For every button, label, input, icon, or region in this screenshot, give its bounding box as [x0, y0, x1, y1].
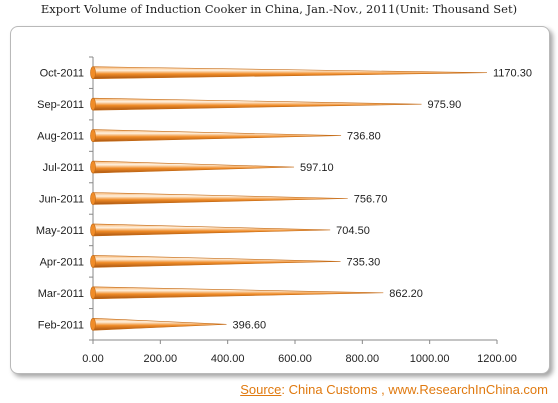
bar-base: [90, 286, 96, 300]
bars: [90, 66, 488, 331]
bar-base: [90, 129, 96, 142]
chart-title: Export Volume of Induction Cooker in Chi…: [40, 2, 518, 16]
data-label: 597.10: [300, 162, 334, 174]
bar-base: [90, 255, 96, 268]
bar: [92, 223, 331, 237]
source-text: : China Customs , www.ResearchInChina.co…: [281, 382, 548, 397]
bar: [92, 192, 348, 205]
bar: [92, 286, 384, 300]
x-tick-label: 800.00: [346, 353, 380, 365]
bar-base: [90, 223, 96, 237]
data-labels: 396.60 862.20 735.30 704.50 756.70 597.10 736.…: [233, 68, 532, 332]
x-tick-label: 200.00: [144, 353, 178, 365]
source-label: Source: [240, 382, 282, 397]
y-tick-label: Apr-2011: [40, 256, 84, 268]
y-tick-label: Oct-2011: [40, 68, 84, 80]
source-note: Source: China Customs , www.ResearchInCh…: [240, 382, 548, 397]
y-tick-label: May-2011: [36, 225, 84, 237]
data-label: 1170.30: [493, 68, 532, 80]
data-label: 862.20: [389, 288, 423, 300]
x-tick-label: 1000.00: [410, 353, 450, 365]
bar-base: [90, 97, 96, 111]
y-tick-label: Feb-2011: [38, 319, 84, 331]
axes: 0.00 200.00 400.00 600.00 800.00 1000.00 1200.…: [36, 56, 517, 365]
y-tick-label: Jun-2011: [39, 194, 84, 206]
y-tick-label: Mar-2011: [38, 288, 84, 300]
x-tick-label: 0.00: [82, 353, 103, 365]
data-label: 396.60: [233, 319, 267, 331]
data-label: 704.50: [336, 225, 370, 237]
x-tick-label: 400.00: [211, 353, 245, 365]
bar-base: [90, 66, 96, 80]
y-tick-label: Sep-2011: [37, 99, 84, 111]
bar: [92, 317, 227, 331]
x-tick-label: 1200.00: [477, 353, 517, 365]
data-label: 975.90: [428, 99, 462, 111]
bar: [92, 66, 488, 80]
data-label: 735.30: [347, 256, 381, 268]
bar-base: [90, 317, 96, 331]
y-tick-label: Jul-2011: [43, 162, 84, 174]
y-tick-label: Aug-2011: [37, 131, 84, 143]
bar-base: [90, 192, 96, 205]
bar: [92, 97, 422, 111]
bar: [92, 129, 342, 142]
bar-base: [90, 160, 96, 174]
x-tick-label: 600.00: [278, 353, 312, 365]
bar: [92, 255, 341, 268]
data-label: 736.80: [347, 131, 381, 143]
data-label: 756.70: [354, 194, 388, 206]
bar: [92, 160, 295, 174]
